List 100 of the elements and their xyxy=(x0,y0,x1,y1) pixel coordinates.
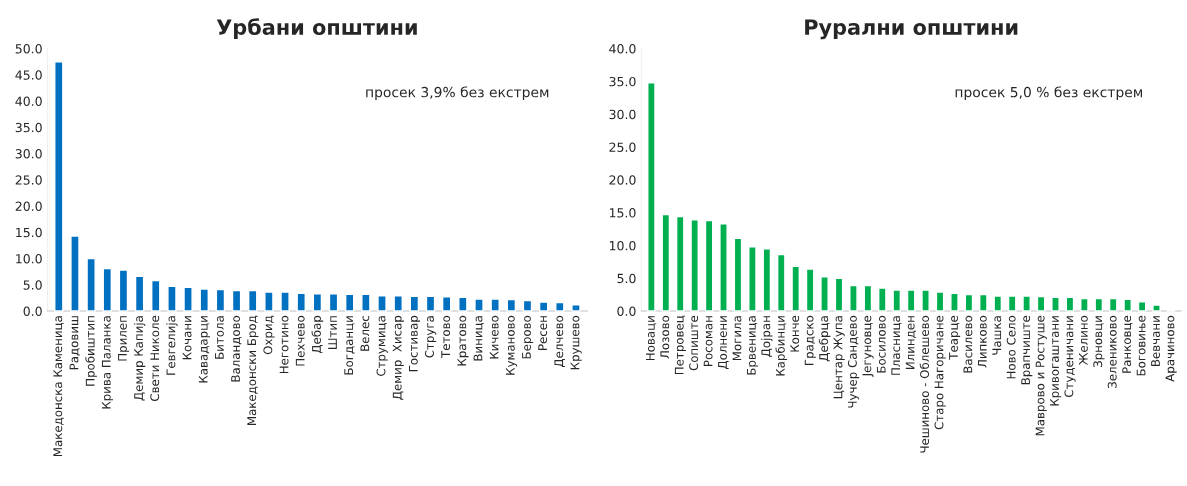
x-tick-label: Центар Жупа xyxy=(833,316,845,399)
bar xyxy=(474,298,484,312)
x-tick-label: Студеничани xyxy=(1064,316,1076,398)
bar xyxy=(661,213,671,312)
x-tick-label: Илинден xyxy=(905,316,917,369)
y-tick-label: 40.0 xyxy=(15,96,42,107)
bar xyxy=(506,298,517,312)
bar xyxy=(409,295,420,312)
annotation: просек 3,9% без екстрем xyxy=(366,86,549,101)
x-tick-label: Валандово xyxy=(231,315,242,382)
bar xyxy=(1137,301,1147,312)
bar xyxy=(151,279,161,312)
bar xyxy=(647,82,656,312)
bar xyxy=(280,291,290,312)
bar xyxy=(805,268,815,312)
x-tick-label: Свети Николе xyxy=(150,315,160,402)
x-tick-label: Битола xyxy=(215,316,224,359)
bar xyxy=(1007,295,1017,312)
bar xyxy=(1152,304,1161,312)
y-tick-label: 30.0 xyxy=(15,149,42,159)
bar xyxy=(892,289,902,312)
x-tick-label: Штип xyxy=(328,316,337,349)
y-tick-label: 35.0 xyxy=(609,76,636,87)
bar xyxy=(1051,296,1060,312)
x-tick-label: Чешиново - Облешево xyxy=(919,315,930,453)
x-tick-label: Гевгелија xyxy=(166,316,178,375)
bar xyxy=(247,289,258,312)
bar xyxy=(849,284,858,312)
x-tick-label: Струга xyxy=(425,316,437,358)
x-tick-label: Пробиштип xyxy=(85,316,97,386)
y-tick-label: 25.0 xyxy=(609,142,636,152)
bar xyxy=(1108,297,1118,312)
x-tick-label: Зелениково xyxy=(1107,315,1117,388)
x-tick-label: Македонски Брод xyxy=(247,315,259,425)
x-tick-label: Арачиново xyxy=(1165,315,1177,382)
x-tick-label: Велес xyxy=(360,315,370,351)
x-tick-label: Кочани xyxy=(182,316,192,360)
x-tick-label: Куманово xyxy=(505,315,518,375)
x-tick-label: Крушево xyxy=(570,315,582,370)
y-tick-label: 0.0 xyxy=(23,306,42,316)
x-tick-label: Ресен xyxy=(538,316,548,350)
x-tick-label: Ранковце xyxy=(1122,315,1133,373)
bar xyxy=(877,287,887,312)
bar xyxy=(1094,297,1104,312)
x-tick-label: Могила xyxy=(732,316,742,361)
bar xyxy=(70,235,80,312)
bar xyxy=(118,269,129,312)
x-tick-label: Старо Нагоричане xyxy=(934,315,946,430)
x-tick-label: Карбинци xyxy=(775,316,788,376)
bar xyxy=(215,288,226,312)
bar xyxy=(167,285,177,312)
x-tick-label: Теарце xyxy=(949,315,961,360)
x-tick-label: Чучер Сандево xyxy=(847,315,860,408)
x-tick-label: Сопиште xyxy=(689,315,699,371)
x-tick-label: Кривогаштани xyxy=(1050,316,1062,406)
annotation: просек 5,0 % без екстрем xyxy=(955,86,1143,101)
x-tick-label: Василево xyxy=(963,315,973,373)
bar xyxy=(441,296,452,312)
y-tick-label: 10.0 xyxy=(16,254,42,264)
bar xyxy=(1123,298,1132,312)
x-tick-label: Неготино xyxy=(279,315,289,374)
bar xyxy=(791,265,801,312)
bar xyxy=(979,293,988,312)
x-tick-label: Јегуновце xyxy=(862,315,874,377)
bar xyxy=(231,289,242,312)
bar xyxy=(719,223,728,312)
x-tick-label: Пехчево xyxy=(295,315,305,366)
y-tick-label: 15.0 xyxy=(609,208,636,218)
x-tick-label: Прилеп xyxy=(118,316,130,361)
x-tick-label: Виница xyxy=(473,316,484,361)
bar xyxy=(134,275,145,312)
bar xyxy=(361,293,371,312)
bar xyxy=(820,276,829,312)
x-tick-label: Радовиш xyxy=(69,316,80,370)
x-tick-label: Петровец xyxy=(674,315,686,375)
x-tick-label: Демир Капија xyxy=(133,316,146,401)
x-tick-label: Долнени xyxy=(718,316,729,369)
x-tick-label: Ново Село xyxy=(1006,315,1016,379)
bar xyxy=(522,299,533,312)
y-tick-label: 10.0 xyxy=(609,240,636,251)
bar xyxy=(690,219,699,312)
bar xyxy=(1036,295,1046,312)
bar xyxy=(1022,295,1031,312)
x-tick-label: Тетово xyxy=(441,315,451,358)
x-tick-label: Струмица xyxy=(376,316,388,376)
x-tick-label: Зрновци xyxy=(1093,316,1105,368)
bar xyxy=(199,288,209,312)
y-tick-label: 40.0 xyxy=(609,44,636,54)
bar xyxy=(704,219,714,312)
x-tick-label: Богданци xyxy=(344,316,355,375)
x-tick-label: Дебар xyxy=(311,315,324,354)
x-tick-label: Гостивар xyxy=(409,315,421,372)
x-tick-label: Врапчиште xyxy=(1021,315,1033,385)
x-tick-label: Новаци xyxy=(646,316,657,361)
bar xyxy=(425,295,436,312)
bar xyxy=(296,292,306,312)
bar xyxy=(538,301,549,312)
x-tick-label: Демир Хисар xyxy=(392,315,404,400)
bar xyxy=(950,292,959,312)
bar xyxy=(555,301,565,312)
